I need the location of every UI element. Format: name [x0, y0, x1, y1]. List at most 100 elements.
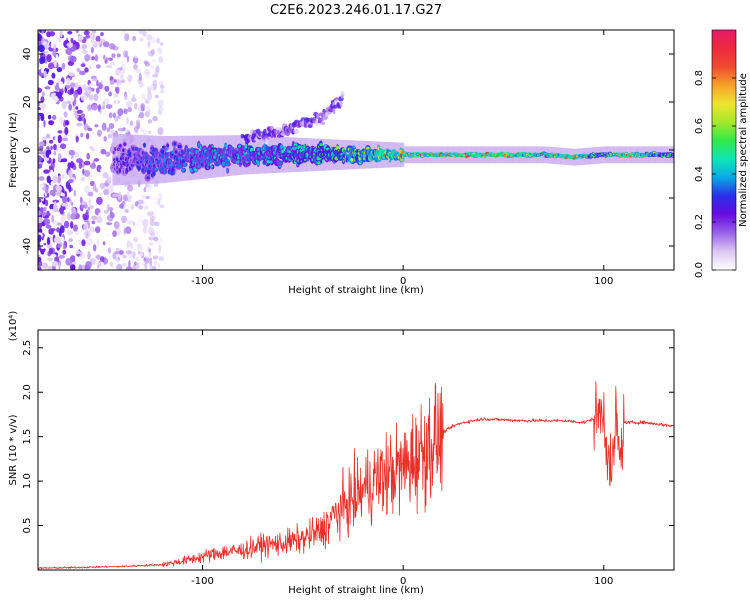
noise-speck — [45, 224, 52, 229]
noise-speck — [107, 193, 110, 200]
spectrogram-y-ticks: -40 -20 0 20 40 — [22, 48, 674, 254]
noise-speck — [68, 149, 76, 156]
noise-speck — [143, 97, 151, 102]
noise-speck — [50, 42, 54, 49]
noise-speck — [41, 68, 44, 74]
noise-speck — [85, 86, 92, 95]
noise-speck — [139, 191, 146, 196]
colorbar-ticks: 0.0 0.2 0.4 0.6 0.8 — [694, 70, 736, 278]
noise-speck — [80, 63, 86, 68]
noise-speck — [45, 187, 49, 194]
noise-speck — [60, 143, 67, 149]
noise-speck — [53, 201, 57, 207]
noise-speck — [139, 238, 146, 246]
colorbar-label: Normalized spectral amplitude — [738, 73, 749, 227]
noise-speck — [117, 191, 122, 200]
signal-blob — [211, 144, 214, 149]
noise-speck — [160, 84, 165, 89]
noise-speck — [96, 129, 102, 137]
noise-speck — [60, 192, 65, 197]
noise-speck — [68, 103, 73, 111]
noise-speck — [139, 37, 144, 42]
noise-speck — [121, 263, 127, 267]
noise-speck — [158, 56, 163, 64]
noise-speck — [56, 222, 63, 226]
noise-speck — [53, 220, 59, 227]
noise-speck — [114, 68, 121, 76]
noise-speck — [112, 252, 117, 260]
signal-blob — [197, 142, 200, 147]
signal-blob — [222, 161, 226, 167]
noise-speck — [54, 236, 62, 244]
noise-speck — [130, 120, 133, 126]
noise-speck — [158, 106, 164, 113]
noise-speck — [123, 50, 127, 58]
noise-speck — [95, 35, 101, 42]
noise-speck — [43, 70, 47, 79]
noise-speck — [149, 264, 154, 270]
noise-speck — [38, 114, 41, 122]
noise-speck — [54, 135, 58, 144]
snr-panel: -100 0 100 0.5 1.0 1.5 2.0 2.5 Height of strai… — [8, 311, 675, 596]
noise-speck — [75, 135, 79, 143]
noise-speck — [73, 97, 77, 106]
noise-speck — [99, 109, 103, 115]
noise-speck — [140, 104, 145, 112]
noise-speck — [126, 55, 130, 63]
signal-blob — [142, 143, 146, 148]
signal-blob — [163, 169, 166, 174]
noise-speck — [147, 41, 151, 48]
noise-speck — [84, 185, 90, 194]
noise-speck — [77, 86, 83, 95]
noise-speck — [92, 41, 100, 46]
snr-frame — [37, 329, 675, 571]
noise-speck — [124, 33, 130, 42]
noise-speck — [82, 49, 88, 54]
noise-speck — [102, 54, 106, 60]
noise-speck — [92, 30, 97, 34]
noise-speck — [134, 69, 142, 74]
noise-speck — [82, 44, 86, 51]
noise-speck — [158, 244, 162, 253]
noise-speck — [143, 205, 149, 210]
signal-blob — [146, 169, 151, 175]
noise-speck — [92, 244, 97, 252]
noise-speck — [98, 261, 105, 268]
noise-speck — [69, 244, 74, 249]
noise-speck — [48, 247, 54, 255]
noise-speck — [106, 203, 110, 212]
noise-speck — [50, 253, 57, 258]
noise-speck — [147, 130, 152, 134]
noise-speck — [123, 227, 127, 235]
noise-speck — [52, 199, 60, 203]
noise-speck — [56, 227, 61, 233]
noise-speck — [96, 79, 99, 87]
noise-speck — [94, 187, 99, 193]
noise-speck — [66, 42, 73, 48]
noise-speck — [146, 211, 154, 216]
noise-speck — [120, 73, 124, 80]
noise-speck — [142, 225, 148, 234]
noise-speck — [117, 127, 125, 132]
noise-speck — [105, 151, 111, 157]
y-tick-label: 2.0 — [22, 384, 33, 400]
noise-speck — [79, 196, 83, 204]
noise-speck — [138, 30, 143, 35]
signal-blob — [279, 161, 283, 165]
noise-speck — [39, 183, 45, 188]
noise-speck — [119, 250, 124, 255]
y-tick-label: 1.0 — [22, 473, 33, 489]
noise-speck — [61, 137, 69, 142]
noise-speck — [76, 68, 81, 72]
noise-speck — [58, 254, 65, 259]
noise-speck — [127, 74, 133, 83]
noise-speck — [148, 108, 152, 114]
signal-blob — [317, 161, 321, 165]
noise-speck — [148, 241, 154, 246]
spectrogram-x-axis-label: Height of straight line (km) — [288, 285, 424, 296]
noise-speck — [115, 86, 120, 95]
noise-speck — [93, 93, 99, 102]
noise-speck — [153, 51, 160, 57]
noise-speck — [60, 215, 66, 223]
noise-speck — [105, 65, 113, 69]
